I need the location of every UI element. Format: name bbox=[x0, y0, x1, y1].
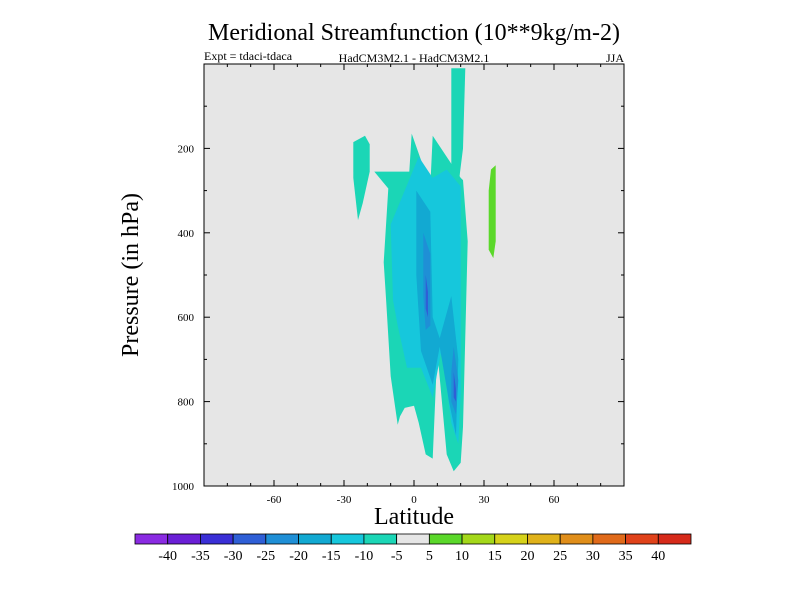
x-tick-label: 0 bbox=[411, 494, 417, 506]
contour-region-5 bbox=[423, 232, 431, 330]
experiment-label: Expt = tdaci-tdaca bbox=[204, 49, 293, 63]
contour-region-2 bbox=[451, 68, 466, 187]
colorbar-swatch bbox=[657, 533, 692, 545]
colorbar-label: -15 bbox=[322, 549, 341, 564]
contour-region-7 bbox=[425, 275, 428, 318]
colorbar-label: 40 bbox=[651, 549, 665, 564]
y-axis-label: Pressure (in hPa) bbox=[118, 193, 144, 357]
y-tick-label: 800 bbox=[178, 397, 195, 409]
contour-region-1 bbox=[353, 135, 370, 221]
colorbar-label: -10 bbox=[355, 549, 374, 564]
axis-ticks: -60 -30 0 30 60 200 400 600 800 1000 bbox=[172, 64, 624, 506]
contour-region-8 bbox=[453, 372, 456, 402]
colorbar-swatch bbox=[494, 533, 528, 545]
colorbar-label: 25 bbox=[553, 549, 567, 564]
colorbar-label: 35 bbox=[619, 549, 633, 564]
colorbar-label: -25 bbox=[256, 549, 275, 564]
colorbar-label: -5 bbox=[391, 549, 403, 564]
colorbar-label: 20 bbox=[520, 549, 534, 564]
y-tick-label: 200 bbox=[178, 143, 195, 155]
colorbar-swatch bbox=[461, 533, 496, 545]
colorbar-swatch bbox=[330, 533, 365, 545]
colorbar-swatch bbox=[527, 533, 561, 545]
colorbar-swatch bbox=[559, 533, 594, 545]
colorbar-swatch bbox=[232, 533, 267, 545]
colorbar-swatch bbox=[428, 533, 463, 545]
model-label: HadCM3M2.1 - HadCM3M2.1 bbox=[339, 51, 490, 65]
colorbar-swatch bbox=[167, 533, 201, 545]
colorbar-label: 15 bbox=[488, 549, 502, 564]
chart-title: Meridional Streamfunction (10**9kg/m-2) bbox=[208, 20, 620, 46]
colorbar-label: 5 bbox=[426, 549, 433, 564]
season-label: JJA bbox=[606, 51, 624, 65]
contour-region-9 bbox=[488, 165, 496, 259]
colorbar-swatch bbox=[592, 533, 626, 545]
x-tick-label: -30 bbox=[337, 494, 352, 506]
colorbar-swatch bbox=[134, 533, 169, 545]
colorbar-label: -40 bbox=[158, 549, 177, 564]
colorbar-swatch bbox=[200, 533, 234, 545]
x-tick-label: 30 bbox=[479, 494, 491, 506]
colorbar-label: 30 bbox=[586, 549, 600, 564]
colorbar-label: -35 bbox=[191, 549, 210, 564]
colorbar-swatch bbox=[396, 533, 430, 545]
y-tick-label: 1000 bbox=[172, 481, 195, 493]
colorbar-swatch bbox=[298, 533, 332, 545]
x-tick-label: -60 bbox=[267, 494, 282, 506]
x-axis-label: Latitude bbox=[374, 504, 454, 530]
colorbar-label: 10 bbox=[455, 549, 469, 564]
x-tick-label: 60 bbox=[549, 494, 561, 506]
colorbar: -40 -35 -30 -25 -20 -15 -10 -5 5 10 15 20 25 30 35 40 bbox=[134, 533, 692, 564]
colorbar-swatch bbox=[625, 533, 659, 545]
colorbar-swatch bbox=[265, 533, 299, 545]
contour-regions bbox=[353, 68, 496, 472]
y-tick-label: 400 bbox=[178, 228, 195, 240]
colorbar-swatch bbox=[363, 533, 398, 545]
y-tick-label: 600 bbox=[178, 312, 195, 324]
colorbar-label: -20 bbox=[289, 549, 308, 564]
colorbar-label: -30 bbox=[224, 549, 243, 564]
